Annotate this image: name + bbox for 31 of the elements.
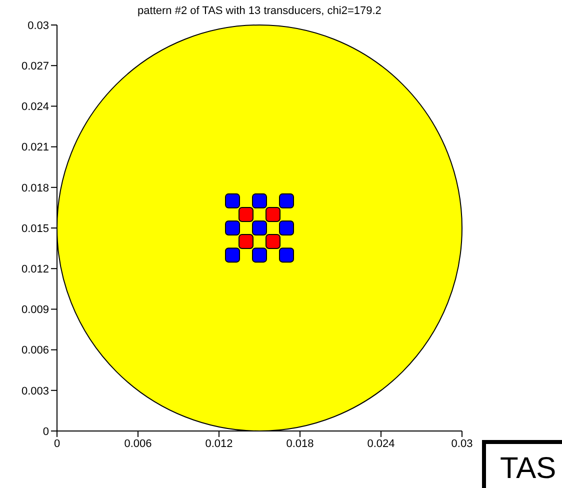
y-tick-label: 0.027 <box>21 60 49 73</box>
x-tick-label: 0.006 <box>124 438 152 450</box>
point <box>279 220 294 236</box>
x-tick-label: 0.03 <box>451 438 473 450</box>
point <box>238 234 254 250</box>
y-tick-label: 0.006 <box>21 344 49 357</box>
point <box>252 193 267 208</box>
point <box>266 206 280 222</box>
point <box>279 193 294 208</box>
point <box>279 248 294 263</box>
y-tick-label: 0.024 <box>21 101 49 114</box>
chart-title: pattern #2 of TAS with 13 transducers, chi2=179.2 <box>138 5 382 17</box>
y-tick-label: 0 <box>42 426 49 438</box>
point <box>238 206 254 222</box>
text: TAS <box>482 440 562 488</box>
point <box>252 248 267 263</box>
y-tick-label: 0.018 <box>21 182 49 194</box>
x-tick-label: 0.018 <box>286 438 314 450</box>
point <box>225 220 240 236</box>
y-tick-label: 0.03 <box>28 20 49 32</box>
point <box>225 193 240 208</box>
y-tick-label: 0.021 <box>21 142 49 154</box>
point <box>266 234 280 250</box>
x-tick-label: 0.012 <box>205 438 233 450</box>
x-tick-label: 0 <box>54 438 60 450</box>
point <box>225 248 240 263</box>
y-tick-label: 0.009 <box>21 304 49 316</box>
y-tick-label: 0.003 <box>21 385 49 398</box>
y-tick-label: 0.015 <box>21 222 49 235</box>
x-tick-label: 0.024 <box>367 438 395 450</box>
y-tick-label: 0.012 <box>21 264 49 276</box>
